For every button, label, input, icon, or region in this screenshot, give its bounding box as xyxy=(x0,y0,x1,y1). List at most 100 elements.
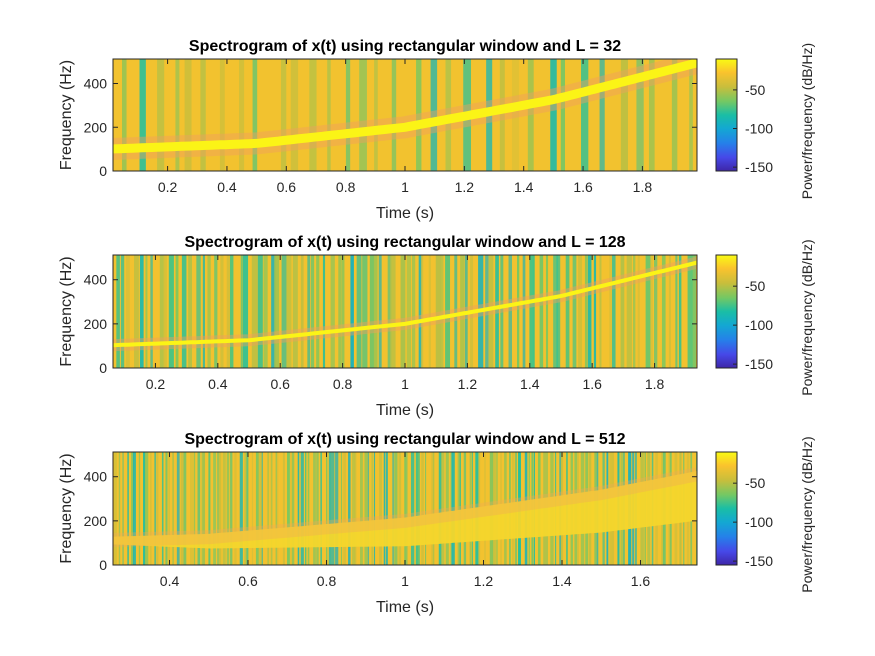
spectrogram-stripe xyxy=(387,255,392,368)
spectrogram-stripe xyxy=(143,452,146,565)
spectrogram-stripe xyxy=(425,452,427,565)
spectrogram-stripe xyxy=(116,255,120,368)
spectrogram-stripe xyxy=(581,59,589,171)
spectrogram-stripe xyxy=(145,452,149,565)
spectrogram-stripe xyxy=(226,255,231,368)
spectrogram-stripe xyxy=(330,255,335,368)
spectrogram-stripe xyxy=(383,452,386,565)
spectrogram-stripe xyxy=(678,255,682,368)
spectrogram-stripe xyxy=(572,255,577,368)
colorbar-tick-label: -150 xyxy=(745,356,773,372)
spectrogram-stripe xyxy=(122,452,124,565)
spectrogram-stripe xyxy=(342,255,345,368)
spectrogram-stripe xyxy=(251,452,254,565)
spectrogram-stripe xyxy=(511,59,519,171)
spectrogram-stripe xyxy=(553,255,559,368)
spectrogram-stripe xyxy=(118,452,121,565)
spectrogram-stripe xyxy=(495,255,499,368)
spectrogram-stripe xyxy=(428,255,431,368)
spectrogram-stripe xyxy=(578,255,583,368)
spectrogram-stripe xyxy=(532,255,535,368)
spectrogram-stripe xyxy=(636,59,644,171)
spectrogram-stripe xyxy=(379,452,382,565)
spectrogram-stripe xyxy=(550,59,557,171)
spectrogram-stripe xyxy=(184,59,192,171)
spectrogram-stripe xyxy=(139,255,144,368)
x-tick-label: 0.8 xyxy=(317,573,337,589)
spectrogram-stripe xyxy=(440,255,444,368)
spectrogram-stripe xyxy=(203,452,206,565)
spectrogram-stripe xyxy=(527,59,534,171)
spectrogram-stripe xyxy=(438,452,442,565)
spectrogram-stripe xyxy=(168,255,174,368)
spectrogram-stripe xyxy=(459,452,461,565)
spectrogram-stripe xyxy=(219,59,225,171)
spectrogram-ridge-band xyxy=(113,471,697,549)
spectrogram-stripe xyxy=(398,452,402,565)
spectrogram-panel-1: 0.2 0.4 0.6 0.8 1 1.2 1.4 1.6 1.8 0 200 400 Spectrog… xyxy=(58,38,815,222)
spectrogram-stripe xyxy=(154,452,157,565)
spectrogram-stripe xyxy=(244,452,248,565)
spectrogram-stripe xyxy=(202,255,205,368)
spectrogram-stripe xyxy=(145,255,148,368)
x-axis-label: Time (s) xyxy=(376,402,434,419)
spectrogram-stripe xyxy=(300,452,304,565)
spectrogram-stripe xyxy=(633,255,636,368)
spectrogram-stripe xyxy=(297,452,300,565)
spectrogram-stripe xyxy=(435,255,442,368)
spectrogram-stripe xyxy=(307,255,311,368)
spectrogram-stripe xyxy=(637,255,640,368)
y-tick-label: 0 xyxy=(99,557,107,573)
spectrogram-stripe xyxy=(359,59,367,171)
spectrogram-stripe xyxy=(338,255,342,368)
spectrogram-stripe xyxy=(390,255,396,368)
spectrogram-stripe xyxy=(325,452,328,565)
spectrogram-stripe xyxy=(539,255,544,368)
spectrogram-stripe xyxy=(556,255,561,368)
spectrogram-stripe xyxy=(331,452,335,565)
spectrogram-stripe xyxy=(335,452,339,565)
spectrogram-stripe xyxy=(300,255,304,368)
colorbar-tick-label: -50 xyxy=(745,278,765,294)
spectrogram-stripe xyxy=(356,255,362,368)
spectrogram-stripe xyxy=(343,452,346,565)
x-tick-label: 1.2 xyxy=(455,179,475,195)
spectrogram-stripe xyxy=(138,452,141,565)
spectrogram-stripe xyxy=(648,59,655,171)
x-tick-label: 1.8 xyxy=(633,179,653,195)
colorbar-tick-label: -100 xyxy=(745,514,773,530)
y-tick-label: 200 xyxy=(84,119,108,135)
spectrogram-stripe xyxy=(345,59,351,171)
spectrogram-stripe xyxy=(441,452,445,565)
spectrogram-stripe xyxy=(156,452,159,565)
spectrogram-stripe xyxy=(367,452,370,565)
spectrogram-stripe xyxy=(222,452,226,565)
spectrogram-stripe xyxy=(529,255,535,368)
spectrogram-stripe xyxy=(445,452,449,565)
spectrogram-stripe xyxy=(675,255,678,368)
spectrogram-stripe xyxy=(251,255,258,368)
spectrogram-stripe xyxy=(159,255,165,368)
spectrogram-stripe xyxy=(181,255,187,368)
spectrogram-stripe xyxy=(132,452,136,565)
spectrogram-stripe xyxy=(364,452,368,565)
spectrogram-stripe xyxy=(584,255,588,368)
spectrogram-image xyxy=(113,255,697,368)
y-tick-label: 200 xyxy=(84,513,108,529)
spectrogram-stripe xyxy=(417,452,420,565)
spectrogram-stripe xyxy=(125,255,130,368)
spectrogram-stripe xyxy=(257,255,263,368)
spectrogram-stripe xyxy=(320,452,323,565)
y-tick-label: 400 xyxy=(84,469,108,485)
x-tick-label: 1.4 xyxy=(514,179,534,195)
spectrogram-stripe xyxy=(261,452,263,565)
spectrogram-stripe xyxy=(340,452,343,565)
spectrogram-stripe xyxy=(200,59,206,171)
x-tick-label: 1.6 xyxy=(631,573,651,589)
spectrogram-stripe xyxy=(691,255,696,368)
y-tick-label: 0 xyxy=(99,163,107,179)
colorbar-tick-label: -100 xyxy=(745,317,773,333)
spectrogram-stripe xyxy=(373,452,376,565)
spectrogram-stripe xyxy=(668,255,671,368)
